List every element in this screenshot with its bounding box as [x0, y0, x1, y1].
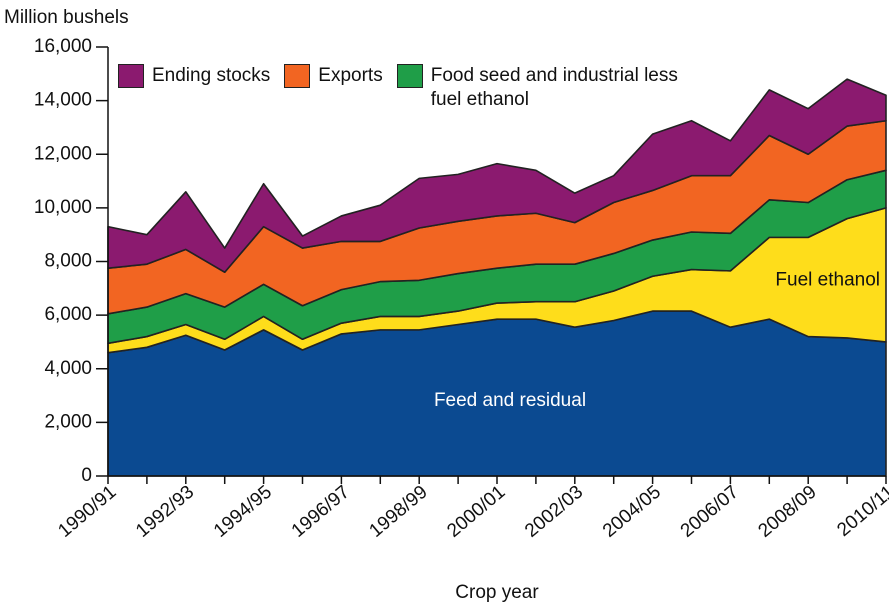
- y-tick-label: 2,000: [44, 411, 92, 432]
- x-tick-label: 1994/95: [210, 482, 276, 542]
- y-tick-label: 4,000: [44, 358, 92, 379]
- x-tick-label: 1998/99: [366, 482, 432, 542]
- area-label: Fuel ethanol: [775, 269, 880, 290]
- x-tick-label: 2008/09: [755, 482, 821, 542]
- y-axis-title: Million bushels: [4, 7, 129, 28]
- legend-label: Ending stocks: [152, 65, 271, 86]
- y-tick-label: 10,000: [34, 197, 92, 218]
- y-tick-label: 8,000: [44, 251, 92, 272]
- x-tick-label: 1996/97: [288, 482, 354, 542]
- legend-swatch: [284, 64, 311, 88]
- legend: Ending stocks Exports Food seed and indust…: [118, 64, 701, 112]
- area-label: Feed and residual: [434, 390, 586, 411]
- legend-item: Ending stocks: [118, 64, 270, 112]
- x-tick-label: 2000/01: [443, 482, 509, 542]
- area: [107, 78, 887, 274]
- x-tick-label: 2004/05: [599, 482, 665, 542]
- legend-swatch: [118, 64, 144, 88]
- x-tick-label: 2010/11: [833, 482, 889, 541]
- x-tick-label: 2006/07: [677, 482, 743, 542]
- legend-swatch: [396, 64, 423, 88]
- x-tick-label: 2002/03: [521, 482, 587, 542]
- x-tick-label: 1990/91: [54, 482, 120, 542]
- y-tick-label: 16,000: [34, 36, 92, 57]
- y-tick-label: 6,000: [44, 304, 92, 325]
- legend-item: Food seed and industrial less fuel ethan…: [396, 64, 701, 112]
- y-tick-label: 14,000: [34, 90, 92, 111]
- x-tick-label: 1992/93: [132, 482, 198, 542]
- y-tick-label: 12,000: [34, 143, 92, 164]
- legend-label: Food seed and industrial less fuel ethan…: [430, 65, 678, 110]
- x-axis-title: Crop year: [455, 582, 539, 603]
- legend-label: Exports: [318, 65, 383, 86]
- legend-item: Exports: [284, 64, 383, 112]
- y-tick-label: 0: [81, 465, 92, 486]
